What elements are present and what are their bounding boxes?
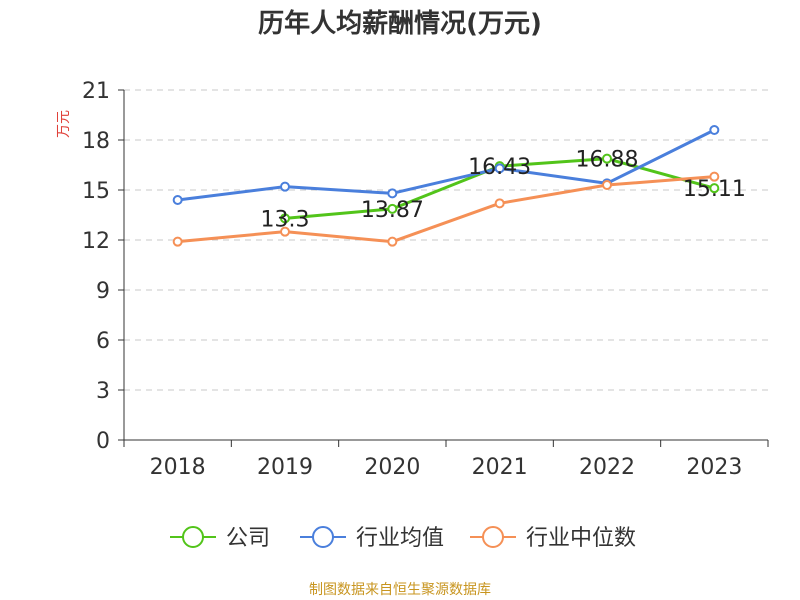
y-tick-label-21: 21: [82, 79, 110, 104]
y-tick-label-3: 3: [96, 379, 110, 404]
point-1-2020: [387, 188, 398, 199]
legend-label: 行业均值: [356, 526, 444, 551]
point-2-2020: [387, 236, 398, 247]
point-2-2023: [709, 171, 720, 182]
axes: 0 3 6 9 12 15 18 21 2018 2019 2020 2021 2022 2023: [82, 79, 769, 480]
gridlines: [124, 89, 768, 391]
point-1-2021: [494, 163, 505, 174]
data-label-2020: 13.87: [361, 198, 424, 223]
x-tick-label-2018: 2018: [150, 455, 206, 480]
y-tick-label-0: 0: [96, 429, 110, 454]
point-2-2021: [494, 198, 505, 209]
data-label-2019: 13.3: [261, 207, 310, 232]
data-label-2022: 16.88: [576, 148, 639, 173]
y-tick-label-18: 18: [82, 129, 110, 154]
legend: 公司 行业均值 行业中位数: [170, 526, 636, 551]
x-tick-label-2020: 2020: [364, 455, 420, 480]
legend-label: 行业中位数: [526, 526, 636, 551]
point-0-2023: [709, 183, 720, 194]
x-tick-label-2021: 2021: [472, 455, 528, 480]
y-tick-label-6: 6: [96, 329, 110, 354]
x-tick-label-2023: 2023: [686, 455, 742, 480]
x-tick-label-2022: 2022: [579, 455, 635, 480]
x-tick-label-2019: 2019: [257, 455, 313, 480]
point-1-2018: [172, 195, 183, 205]
point-1-2019: [280, 181, 290, 192]
data-labels: 13.3 13.87 16.43 16.88 15.11: [261, 148, 746, 233]
chart-title: 历年人均薪酬情况(万元): [258, 8, 542, 39]
point-2-2018: [172, 236, 183, 247]
legend-item-1: 行业均值: [300, 526, 444, 551]
legend-swatch-marker: [312, 526, 334, 548]
series-line-1: [177, 128, 716, 202]
y-axis-label: 万元: [56, 110, 72, 138]
point-0-2019: [280, 213, 290, 224]
point-0-2022: [602, 153, 612, 164]
point-2-2022: [602, 180, 612, 190]
series-layer: [172, 125, 720, 247]
y-tick-label-9: 9: [96, 279, 110, 304]
series-line-2: [177, 175, 715, 244]
y-tick-label-12: 12: [82, 229, 110, 254]
legend-item-0: 公司: [170, 526, 270, 551]
legend-swatch-marker: [182, 526, 204, 548]
data-label-2023: 15.11: [683, 177, 746, 202]
point-0-2020: [387, 203, 398, 214]
point-2-2019: [280, 226, 290, 237]
legend-item-2: 行业中位数: [470, 526, 636, 551]
point-1-2023: [709, 125, 720, 135]
series-2: [172, 171, 720, 247]
data-label-2021: 16.43: [468, 155, 531, 180]
legend-label: 公司: [226, 526, 270, 551]
legend-swatch-marker: [482, 526, 504, 548]
y-tick-label-15: 15: [82, 179, 110, 204]
source-note: 制图数据来自恒生聚源数据库: [309, 582, 491, 598]
